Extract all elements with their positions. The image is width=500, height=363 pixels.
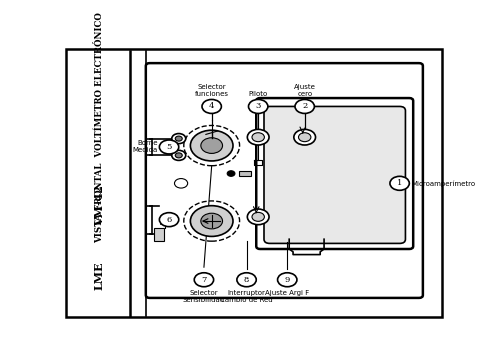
Text: 3: 3: [256, 102, 261, 110]
Circle shape: [174, 179, 188, 188]
FancyBboxPatch shape: [264, 106, 406, 244]
Text: 4: 4: [209, 102, 214, 110]
Text: Ajuste
cero: Ajuste cero: [294, 83, 316, 97]
Circle shape: [237, 273, 256, 287]
Circle shape: [190, 206, 233, 236]
Circle shape: [248, 129, 269, 145]
Circle shape: [248, 99, 268, 113]
Text: VM-42: VM-42: [94, 185, 105, 226]
Circle shape: [201, 213, 222, 229]
Circle shape: [194, 273, 214, 287]
Circle shape: [202, 99, 222, 113]
Text: 8: 8: [244, 276, 249, 284]
FancyBboxPatch shape: [146, 63, 423, 298]
Text: LME: LME: [94, 261, 105, 290]
FancyBboxPatch shape: [256, 98, 413, 249]
Text: Piloto: Piloto: [248, 91, 268, 97]
Text: 9: 9: [284, 276, 290, 284]
Text: VISTA FRONTAL  VOLTÍMETRO ELECTRÓNICO: VISTA FRONTAL VOLTÍMETRO ELECTRÓNICO: [95, 12, 104, 243]
Bar: [239, 171, 251, 176]
Circle shape: [190, 130, 233, 161]
Circle shape: [172, 150, 186, 160]
Circle shape: [390, 176, 409, 190]
Circle shape: [160, 140, 179, 154]
Circle shape: [201, 138, 222, 154]
Circle shape: [176, 136, 182, 141]
Text: Selector
funciones: Selector funciones: [194, 83, 228, 97]
Text: Ajuste Argi F: Ajuste Argi F: [265, 290, 310, 295]
Circle shape: [298, 133, 311, 142]
Text: Selector
Sensibilidad: Selector Sensibilidad: [183, 290, 225, 302]
Text: 1: 1: [397, 179, 402, 187]
Text: 6: 6: [166, 216, 172, 224]
Circle shape: [278, 273, 297, 287]
Circle shape: [252, 133, 264, 142]
Circle shape: [176, 153, 182, 158]
Circle shape: [294, 129, 316, 145]
Circle shape: [160, 213, 179, 227]
Circle shape: [248, 209, 269, 225]
Circle shape: [227, 171, 235, 176]
Text: Microamperímetro: Microamperímetro: [411, 180, 476, 187]
Text: Borne
Medida: Borne Medida: [132, 140, 158, 154]
Text: 5: 5: [166, 143, 172, 151]
Text: 7: 7: [201, 276, 206, 284]
Circle shape: [252, 212, 264, 221]
Bar: [154, 228, 164, 241]
Text: Interruptor
cambio de Red: Interruptor cambio de Red: [221, 290, 272, 302]
Circle shape: [172, 134, 186, 144]
Text: 2: 2: [302, 102, 308, 110]
Circle shape: [295, 99, 314, 113]
